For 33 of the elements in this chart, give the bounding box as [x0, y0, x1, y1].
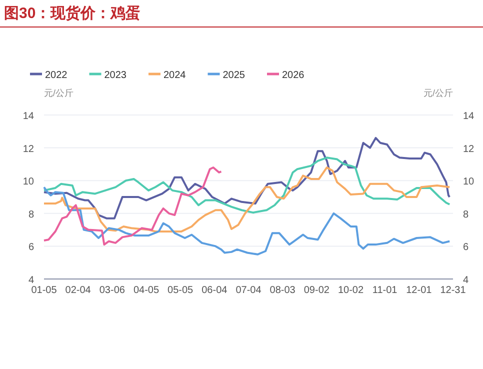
- y2-tick-label: 4: [463, 275, 469, 286]
- legend-label: 2025: [222, 70, 246, 81]
- y-tick-label: 14: [22, 111, 34, 122]
- y2-axis-title: 元/公斤: [423, 88, 453, 98]
- x-tick-label: 07-04: [236, 285, 262, 296]
- x-tick-label: 09-02: [304, 285, 330, 296]
- legend-label: 2024: [164, 70, 186, 81]
- x-tick-label: 01-05: [31, 285, 58, 296]
- y-axis-title: 元/公斤: [44, 88, 74, 98]
- x-tick-label: 02-04: [65, 285, 92, 296]
- y-tick-label: 10: [22, 176, 34, 188]
- x-tick-label: 03-06: [99, 285, 126, 296]
- x-tick-label: 05-05: [168, 285, 194, 296]
- x-tick-label: 06-04: [202, 285, 228, 296]
- x-tick-label: 04-05: [133, 285, 160, 296]
- y-tick-label: 8: [28, 209, 34, 220]
- y-tick-label: 6: [28, 242, 34, 254]
- x-tick-label: 10-02: [338, 285, 364, 296]
- y-tick-label: 12: [22, 144, 34, 155]
- x-tick-label: 12-01: [406, 285, 432, 296]
- title: 图30：现货价：鸡蛋: [4, 5, 141, 22]
- y2-tick-label: 8: [463, 209, 469, 220]
- y2-tick-label: 6: [463, 242, 469, 254]
- y-tick-label: 4: [28, 275, 34, 286]
- y2-tick-label: 14: [463, 111, 475, 122]
- legend-label: 2026: [282, 70, 305, 81]
- legend-label: 2022: [45, 70, 68, 81]
- legend-label: 2023: [104, 70, 127, 81]
- y2-tick-label: 12: [463, 144, 475, 155]
- x-tick-label: 08-03: [270, 285, 296, 296]
- y2-tick-label: 10: [463, 176, 475, 188]
- x-tick-label: 12-31: [440, 285, 466, 296]
- x-tick-label: 11-01: [372, 285, 398, 296]
